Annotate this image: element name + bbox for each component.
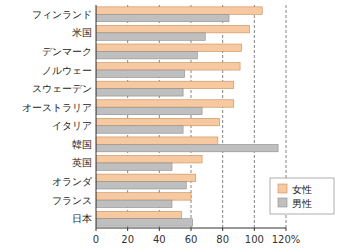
bar xyxy=(96,182,186,189)
legend: 女性男性 xyxy=(270,178,334,214)
bar xyxy=(96,211,182,218)
bars xyxy=(96,7,278,226)
bar xyxy=(96,174,196,181)
bar xyxy=(96,107,202,114)
legend-label: 女性 xyxy=(292,184,312,195)
category-label: フランス xyxy=(52,195,92,206)
x-tick-label: 0 xyxy=(93,234,99,245)
legend-label: 男性 xyxy=(292,198,312,209)
x-tick-label: 60 xyxy=(185,234,198,245)
bar xyxy=(96,81,234,88)
bar xyxy=(96,137,218,144)
category-label: 日本 xyxy=(72,213,92,224)
grid-line xyxy=(222,5,223,228)
bar xyxy=(96,63,240,70)
x-tick-label: 120% xyxy=(272,234,301,245)
x-tick xyxy=(254,228,255,231)
bar xyxy=(96,51,197,58)
x-tick-label: 40 xyxy=(153,234,166,245)
category-label: イタリア xyxy=(52,120,92,131)
x-tick xyxy=(127,228,128,231)
bar xyxy=(96,200,172,207)
category-label: フィンランド xyxy=(32,9,92,20)
x-tick xyxy=(191,228,192,231)
bar xyxy=(96,219,193,226)
bar xyxy=(96,126,183,133)
bar xyxy=(96,89,183,96)
x-tick-label: 80 xyxy=(216,234,229,245)
bar xyxy=(96,163,172,170)
category-label: スウェーデン xyxy=(32,83,92,94)
bar xyxy=(96,25,250,32)
category-label: 韓国 xyxy=(72,139,92,150)
bar xyxy=(96,14,229,21)
x-tick xyxy=(159,228,160,231)
legend-swatch xyxy=(278,184,287,193)
x-tick xyxy=(222,228,223,231)
category-label: 英国 xyxy=(72,157,92,168)
category-label: デンマーク xyxy=(42,46,92,57)
category-label: オランダ xyxy=(52,176,93,187)
legend-box xyxy=(270,178,334,214)
bar xyxy=(96,193,191,200)
bar xyxy=(96,156,202,163)
bar xyxy=(96,118,220,125)
category-label: 米国 xyxy=(72,27,92,38)
category-label: オーストラリア xyxy=(22,102,92,113)
x-tick-label: 100 xyxy=(245,234,264,245)
bar xyxy=(96,100,234,107)
chart: 0 20 40 60 80 100 120% フィンランド米国デンマークノルウェースウェーデン… xyxy=(0,0,350,249)
x-tick xyxy=(96,228,97,231)
bar xyxy=(96,33,205,40)
x-tick-label: 20 xyxy=(121,234,134,245)
bar xyxy=(96,7,262,14)
grid-line xyxy=(254,5,255,228)
legend-swatch xyxy=(278,198,287,207)
bar xyxy=(96,70,185,77)
x-tick xyxy=(286,228,287,231)
bar xyxy=(96,44,242,51)
category-label: ノルウェー xyxy=(42,65,92,76)
bar xyxy=(96,144,278,151)
y-axis-line xyxy=(96,5,97,228)
